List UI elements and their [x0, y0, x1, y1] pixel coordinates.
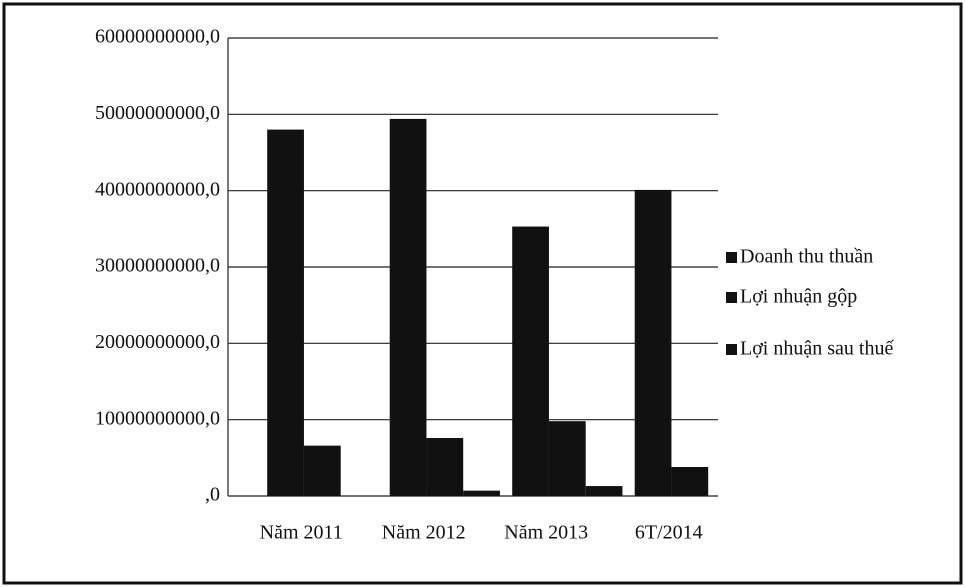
y-tick-label: 40000000000,0: [95, 178, 220, 200]
y-tick-label: 10000000000,0: [95, 407, 220, 429]
bar: [426, 437, 464, 496]
legend-label: Lợi nhuận gộp: [740, 286, 857, 308]
bar: [512, 226, 549, 496]
legend-swatch: [726, 292, 737, 303]
y-tick-label: 20000000000,0: [95, 331, 220, 353]
bar: [634, 189, 672, 497]
bar: [267, 129, 304, 496]
bar: [463, 490, 500, 496]
bar: [303, 445, 341, 496]
legend-swatch: [726, 344, 737, 355]
x-tick-label: Năm 2012: [382, 522, 466, 544]
bar: [671, 466, 709, 496]
x-tick-label: 6T/2014: [635, 522, 703, 544]
y-tick-label: 50000000000,0: [95, 102, 220, 124]
bar: [548, 421, 586, 496]
y-tick-label: 30000000000,0: [95, 255, 220, 277]
legend-label: Doanh thu thuần: [740, 246, 873, 268]
legend-label: Lợi nhuận sau thuế: [740, 338, 894, 360]
bar: [389, 118, 427, 496]
x-tick-label: Năm 2011: [260, 522, 343, 544]
y-tick-label: ,0: [205, 484, 220, 506]
legend-swatch: [726, 252, 737, 263]
x-tick-label: Năm 2013: [504, 522, 588, 544]
bar: [585, 486, 623, 496]
y-tick-label: 60000000000,0: [95, 26, 220, 48]
